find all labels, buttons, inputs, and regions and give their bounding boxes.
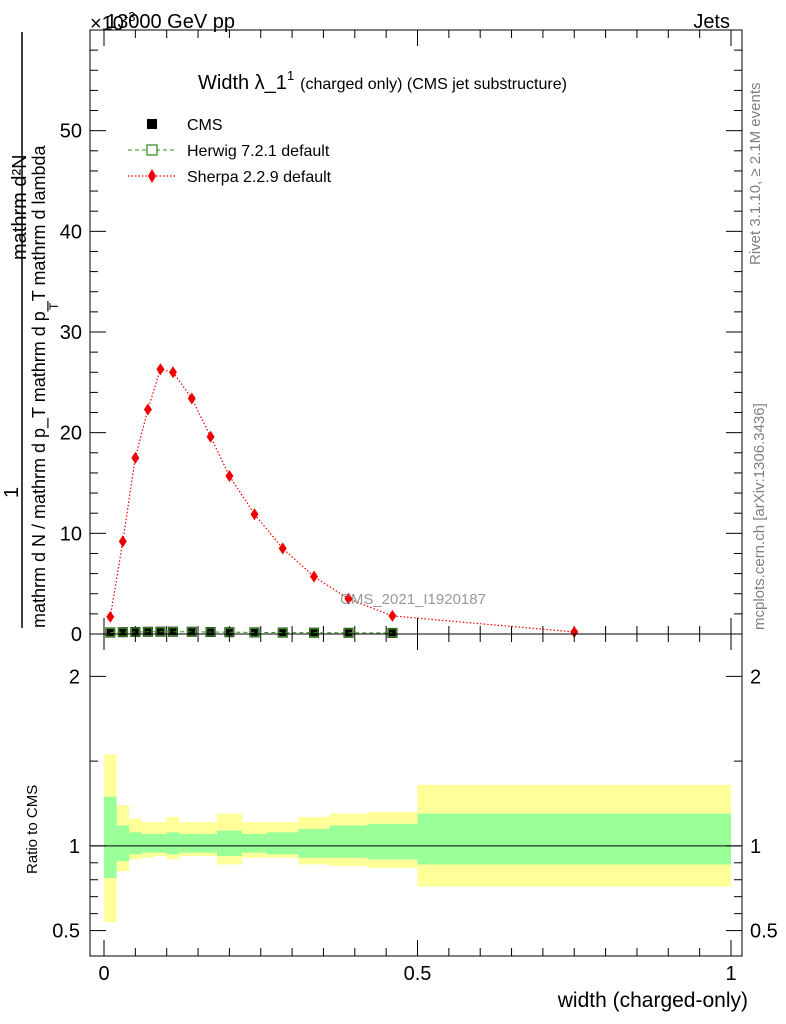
ratio-inner-band [417, 813, 731, 865]
ratio-inner-band [166, 832, 180, 855]
sherpa-point [206, 430, 215, 443]
legend-sherpa-label: Sherpa 2.2.9 default [187, 169, 332, 186]
header-exponent-base: ×10 [90, 13, 124, 35]
herwig-point [205, 627, 216, 637]
sherpa-point [156, 363, 165, 376]
y-label-one: 1 [1, 487, 23, 498]
main-y-tick-label: 20 [60, 423, 82, 445]
y-label-numerator: mathrm d²N [9, 154, 31, 260]
ratio-y-tick-label-left: 1 [69, 836, 80, 858]
ratio-x-ticks: 0 0.5 1 [98, 634, 737, 985]
ratio-y-tick-label-left: 0.5 [52, 921, 80, 943]
sherpa-point [570, 625, 579, 638]
ratio-inner-band [104, 796, 117, 879]
sherpa-point [278, 542, 287, 555]
sherpa-point [143, 403, 152, 416]
sherpa-point [344, 592, 353, 605]
mcplots-label: mcplots.cern.ch [arXiv:1306.3436] [751, 403, 768, 630]
legend-sherpa-marker [148, 169, 156, 183]
main-y-axis-label: mathrm d²N 1 mathrm d N / mathrm d p_T m… [1, 32, 61, 628]
header-energy: 13000 GeV pp [106, 11, 235, 33]
main-y-tick-label: 0 [71, 624, 82, 646]
legend: CMS Herwig 7.2.1 default Sherpa 2.2.9 de… [128, 117, 332, 186]
ratio-inner-band [204, 833, 217, 853]
ratio-y-ticks: 0.5 0.5 1 1 2 2 [52, 666, 778, 942]
plot-title-rest: (charged only) (CMS jet substructure) [300, 76, 567, 93]
cms-point [167, 626, 178, 637]
ratio-y-tick-label-left: 2 [69, 666, 80, 688]
herwig-point [343, 628, 354, 638]
legend-herwig-label: Herwig 7.2.1 default [187, 143, 330, 160]
ratio-inner-band [367, 823, 418, 860]
ratio-inner-band [179, 833, 205, 853]
ratio-y-tick-label-right: 0.5 [750, 921, 778, 943]
cms-point [105, 627, 116, 638]
rivet-label: Rivet 3.1.10, ≥ 2.1M events [747, 83, 764, 266]
cms-point [249, 627, 260, 638]
main-y-tick-label: 30 [60, 322, 82, 344]
ratio-y-tick-label-right: 1 [750, 836, 761, 858]
herwig-point [187, 627, 197, 637]
legend-cms-label: CMS [187, 117, 223, 134]
plot-title-sup: 1 [287, 68, 294, 83]
ratio-inner-band [329, 825, 368, 858]
main-y-ticks: 0 10 20 30 40 50 [60, 49, 742, 646]
plot-title-main: Width λ_1 [198, 72, 287, 94]
ratio-inner-band [216, 830, 242, 857]
plot-title: Width λ_11 (charged only) (CMS jet substr… [198, 68, 567, 94]
herwig-point [118, 627, 128, 637]
herwig-point [168, 627, 178, 637]
sherpa-point [131, 451, 140, 464]
ratio-inner-band [241, 833, 268, 853]
herwig-point [387, 628, 398, 638]
ratio-plot-frame [89, 633, 743, 957]
ratio-y-label: Ratio to CMS [24, 785, 41, 874]
sherpa-point [250, 508, 259, 521]
herwig-point [249, 627, 260, 638]
sherpa-point [106, 610, 115, 623]
sherpa-point [310, 570, 319, 583]
cms-point [117, 627, 128, 638]
main-y-tick-label: 40 [60, 221, 82, 243]
herwig-point [155, 627, 166, 637]
x-axis-label: width (charged-only) [557, 989, 748, 1012]
herwig-line [110, 631, 393, 634]
sherpa-point [118, 535, 127, 548]
header-exponent-power: -3 [124, 9, 136, 24]
cms-point [186, 626, 197, 637]
x-tick-label: 0.5 [404, 963, 432, 985]
y-label-subscript: T [47, 302, 61, 310]
legend-herwig-marker [146, 144, 158, 156]
ratio-inner-band [129, 832, 142, 855]
y-label-denominator: mathrm d N / mathrm d p_T mathrm d p_T m… [29, 145, 50, 628]
sherpa-point [168, 366, 177, 379]
ratio-inner-band [267, 832, 299, 855]
x-tick-label: 0 [98, 963, 109, 985]
cms-point [387, 627, 398, 638]
sherpa-point [187, 392, 196, 405]
ratio-inner-band [141, 833, 155, 853]
main-y-tick-label: 50 [60, 121, 82, 143]
sherpa-point [225, 469, 234, 482]
analysis-watermark: CMS_2021_I1920187 [340, 591, 486, 608]
sherpa-series [106, 363, 579, 638]
herwig-point [309, 628, 319, 638]
herwig-point [278, 627, 288, 638]
ratio-uncertainty-bands [104, 754, 731, 923]
cms-point [130, 626, 141, 637]
herwig-point [143, 627, 153, 637]
legend-cms-marker [147, 119, 157, 129]
sherpa-point [388, 609, 397, 622]
x-tick-label: 1 [725, 963, 736, 985]
herwig-point [105, 627, 115, 638]
ratio-y-tick-label-right: 2 [750, 666, 761, 688]
cms-point [277, 627, 288, 638]
ratio-inner-band [154, 833, 167, 853]
main-y-tick-label: 10 [60, 523, 82, 545]
ratio-inner-band [298, 828, 330, 858]
header-category: Jets [693, 11, 730, 33]
ratio-inner-band [116, 825, 130, 862]
